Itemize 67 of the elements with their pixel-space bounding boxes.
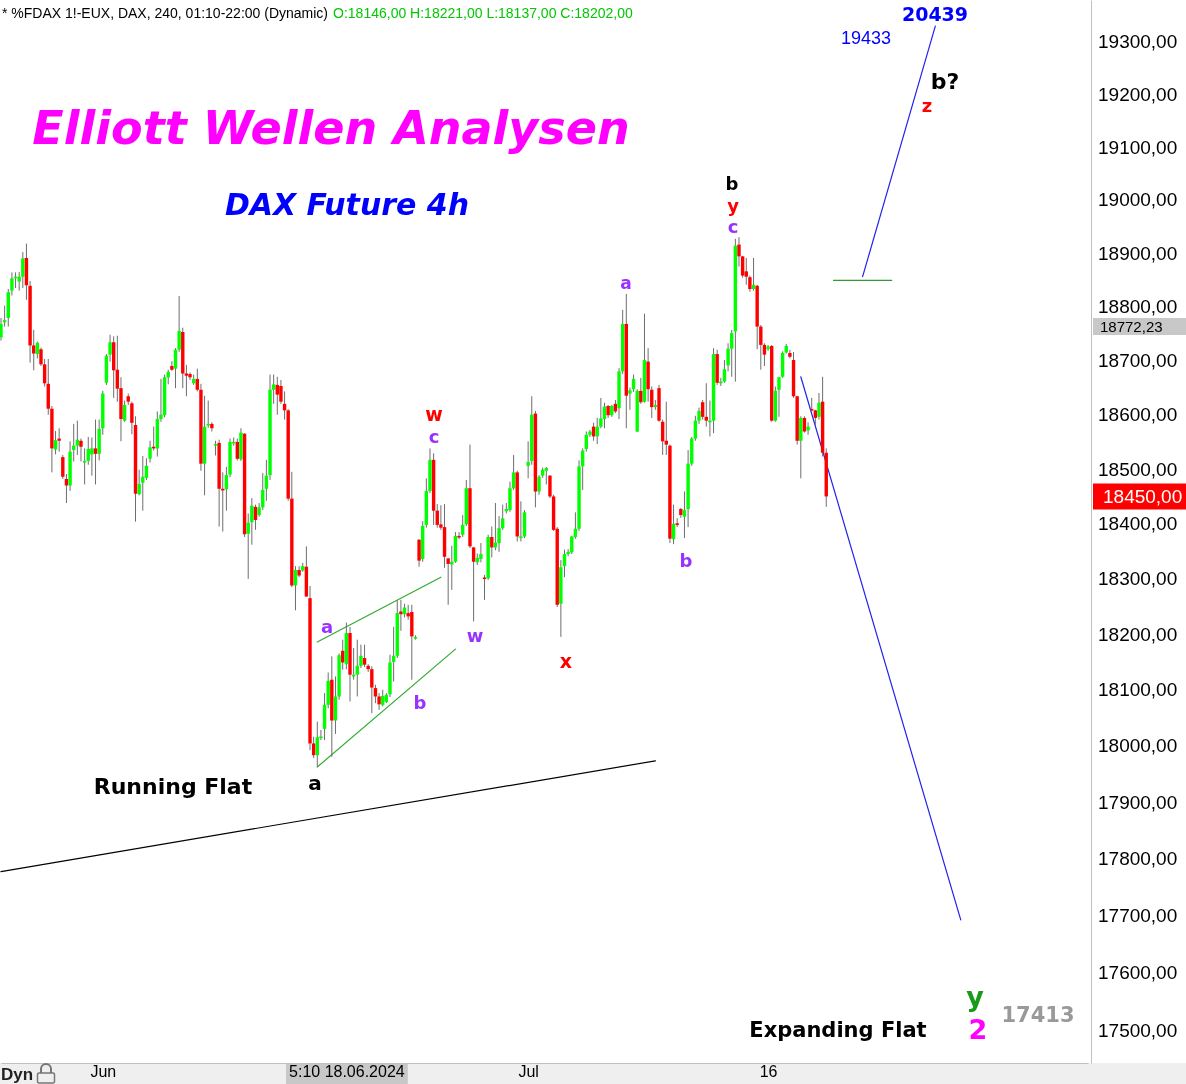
- annotation: a: [620, 272, 632, 293]
- candlestick: [362, 644, 367, 668]
- annotation: y: [727, 195, 740, 217]
- y-tick-label: 18000,00: [1098, 735, 1178, 757]
- text: Elliott Wellen Analysen: [32, 101, 630, 156]
- candlestick: [141, 455, 145, 512]
- text: 18772,23: [1100, 317, 1163, 335]
- annotation: Running Flat: [93, 773, 253, 799]
- y-tick-label: 19200,00: [1098, 83, 1178, 105]
- annotation: x: [559, 649, 573, 672]
- annotation: b?: [930, 68, 960, 94]
- annotation: c: [428, 426, 440, 448]
- annotation: y: [966, 981, 985, 1013]
- candlestick: [82, 447, 87, 485]
- y-tick-label: 17800,00: [1098, 848, 1178, 870]
- candlestick: [479, 542, 483, 563]
- y-tick-label: 18100,00: [1098, 679, 1178, 701]
- candlestick: [639, 377, 643, 405]
- candlestick: [806, 421, 810, 436]
- y-tick-label: 18800,00: [1098, 296, 1178, 318]
- candlestick: [700, 399, 705, 421]
- candlestick: [21, 251, 25, 289]
- x-tick-label: 16: [759, 1063, 778, 1081]
- y-tick-label: 18200,00: [1098, 623, 1178, 645]
- x-tick-label: Jun: [90, 1063, 117, 1081]
- annotation: b: [413, 692, 427, 714]
- candlestick: [355, 639, 359, 697]
- annotation: a: [320, 616, 334, 638]
- annotation: O:18146,00 H:18221,00 L:18137,00 C:18202,00: [333, 4, 633, 21]
- x-tick-label: Jul: [518, 1063, 539, 1081]
- y-tick-label: 17700,00: [1098, 904, 1178, 926]
- y-tick-label: 19100,00: [1098, 136, 1178, 158]
- annotation: w: [425, 402, 443, 425]
- annotation: b: [679, 550, 693, 572]
- text: 18450,00: [1103, 486, 1183, 508]
- annotation: 2: [968, 1014, 988, 1046]
- candlestick: [90, 437, 94, 477]
- candlestick: [275, 376, 279, 416]
- y-tick-label: 17600,00: [1098, 962, 1178, 984]
- y-tick-label: 18600,00: [1098, 404, 1178, 426]
- annotation: b: [725, 173, 739, 195]
- candlestick: [817, 392, 821, 421]
- annotation: c: [727, 216, 739, 238]
- annotation: Expanding Flat: [749, 1018, 927, 1043]
- y-tick-label: 18500,00: [1098, 458, 1178, 480]
- y-tick-label: 19000,00: [1098, 189, 1178, 211]
- y-tick-label: 18400,00: [1098, 513, 1178, 535]
- annotation: * %FDAX 1!-EUX, DAX, 240, 01:10-22:00 (Dynamic): [2, 4, 329, 21]
- candlestick: [206, 400, 210, 429]
- candlestick: [57, 427, 61, 453]
- candlestick: [730, 329, 734, 378]
- y-tick-label: 17500,00: [1098, 1019, 1178, 1041]
- annotation: 19433: [840, 28, 892, 49]
- annotation: w: [466, 625, 484, 647]
- y-tick-label: 19300,00: [1098, 31, 1178, 53]
- annotation: a: [308, 771, 322, 795]
- candlestick: [370, 665, 374, 714]
- y-tick-label: 18700,00: [1098, 350, 1178, 372]
- annotation: z: [921, 95, 933, 117]
- candlestick: [297, 565, 301, 578]
- annotation: 20439: [901, 2, 969, 25]
- text: DAX Future 4h: [224, 186, 470, 222]
- text: Dyn: [1, 1064, 34, 1084]
- y-tick-label: 18300,00: [1098, 568, 1178, 590]
- y-tick-label: 18900,00: [1098, 242, 1178, 264]
- annotation: 17413: [1001, 1003, 1075, 1028]
- y-tick-label: 17900,00: [1098, 791, 1178, 813]
